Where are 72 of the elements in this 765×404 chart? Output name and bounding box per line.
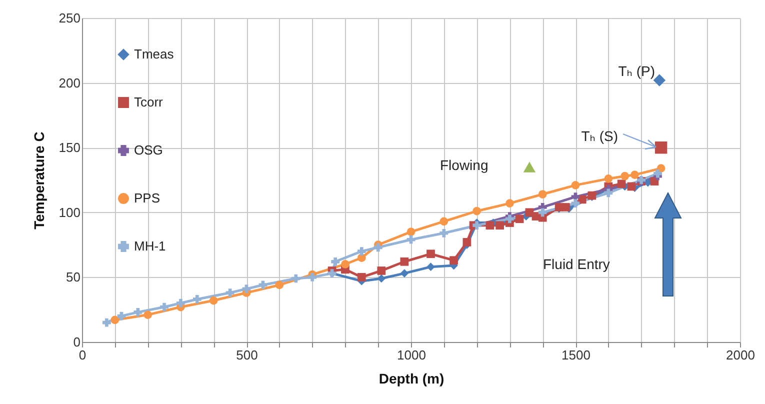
point [426, 250, 435, 258]
point [377, 266, 386, 275]
annotation: Tₕ (P) [618, 63, 655, 79]
x-axis-title: Depth (m) [378, 370, 444, 386]
point [450, 256, 458, 265]
point [406, 228, 416, 236]
point [176, 298, 185, 308]
point [374, 243, 382, 252]
point [506, 214, 514, 224]
point [400, 269, 409, 278]
legend-label: OSG [134, 142, 163, 158]
point [209, 296, 218, 305]
annotation: Tₕ (S) [581, 128, 618, 144]
point [357, 247, 366, 256]
point [292, 274, 300, 283]
point [357, 273, 366, 282]
point [341, 260, 350, 268]
point [462, 238, 472, 246]
point [515, 214, 524, 224]
point [160, 302, 168, 312]
legend-label: Tcorr [134, 94, 164, 110]
point [377, 274, 386, 283]
point [538, 208, 547, 217]
point [620, 172, 630, 180]
point [472, 206, 481, 216]
point [571, 181, 580, 190]
point [192, 295, 202, 304]
x-tick-label: 2000 [726, 348, 755, 362]
x-tick-label: 500 [236, 348, 258, 362]
point [331, 257, 340, 266]
point [308, 273, 316, 282]
point [653, 74, 666, 86]
point [440, 228, 448, 238]
point [110, 316, 120, 324]
legend-label: MH-1 [134, 238, 166, 254]
x-tick-label: 1500 [562, 348, 590, 362]
y-tick-label: 0 [73, 334, 80, 350]
point [144, 310, 152, 319]
point [117, 312, 126, 320]
point [275, 280, 284, 290]
x-tick-label: 1000 [397, 348, 426, 362]
point [538, 190, 547, 198]
point [102, 318, 111, 327]
point [561, 203, 570, 212]
point [242, 284, 251, 294]
point [604, 174, 613, 183]
point [400, 257, 409, 266]
y-tick-label: 150 [58, 140, 80, 156]
point [440, 217, 448, 226]
point [654, 141, 668, 154]
y-tick-label: 50 [66, 270, 80, 285]
point [617, 180, 626, 188]
point [506, 199, 514, 208]
point [523, 162, 536, 172]
point [604, 188, 613, 198]
legend-label: PPS [134, 190, 160, 206]
point [226, 288, 234, 297]
point [496, 221, 504, 230]
annotation: Fluid Entry [543, 256, 610, 272]
point [406, 235, 416, 244]
y-axis-title: Temperature C [30, 132, 47, 230]
point [571, 199, 580, 208]
legend-label: Tmeas [134, 46, 174, 62]
point [486, 221, 494, 230]
y-tick-label: 100 [58, 204, 80, 220]
point [426, 262, 435, 272]
point [630, 170, 639, 179]
y-tick-label: 250 [58, 10, 80, 26]
point [134, 308, 142, 316]
point [627, 182, 636, 191]
annotation: Flowing [440, 157, 488, 173]
y-tick-label: 200 [58, 75, 80, 90]
